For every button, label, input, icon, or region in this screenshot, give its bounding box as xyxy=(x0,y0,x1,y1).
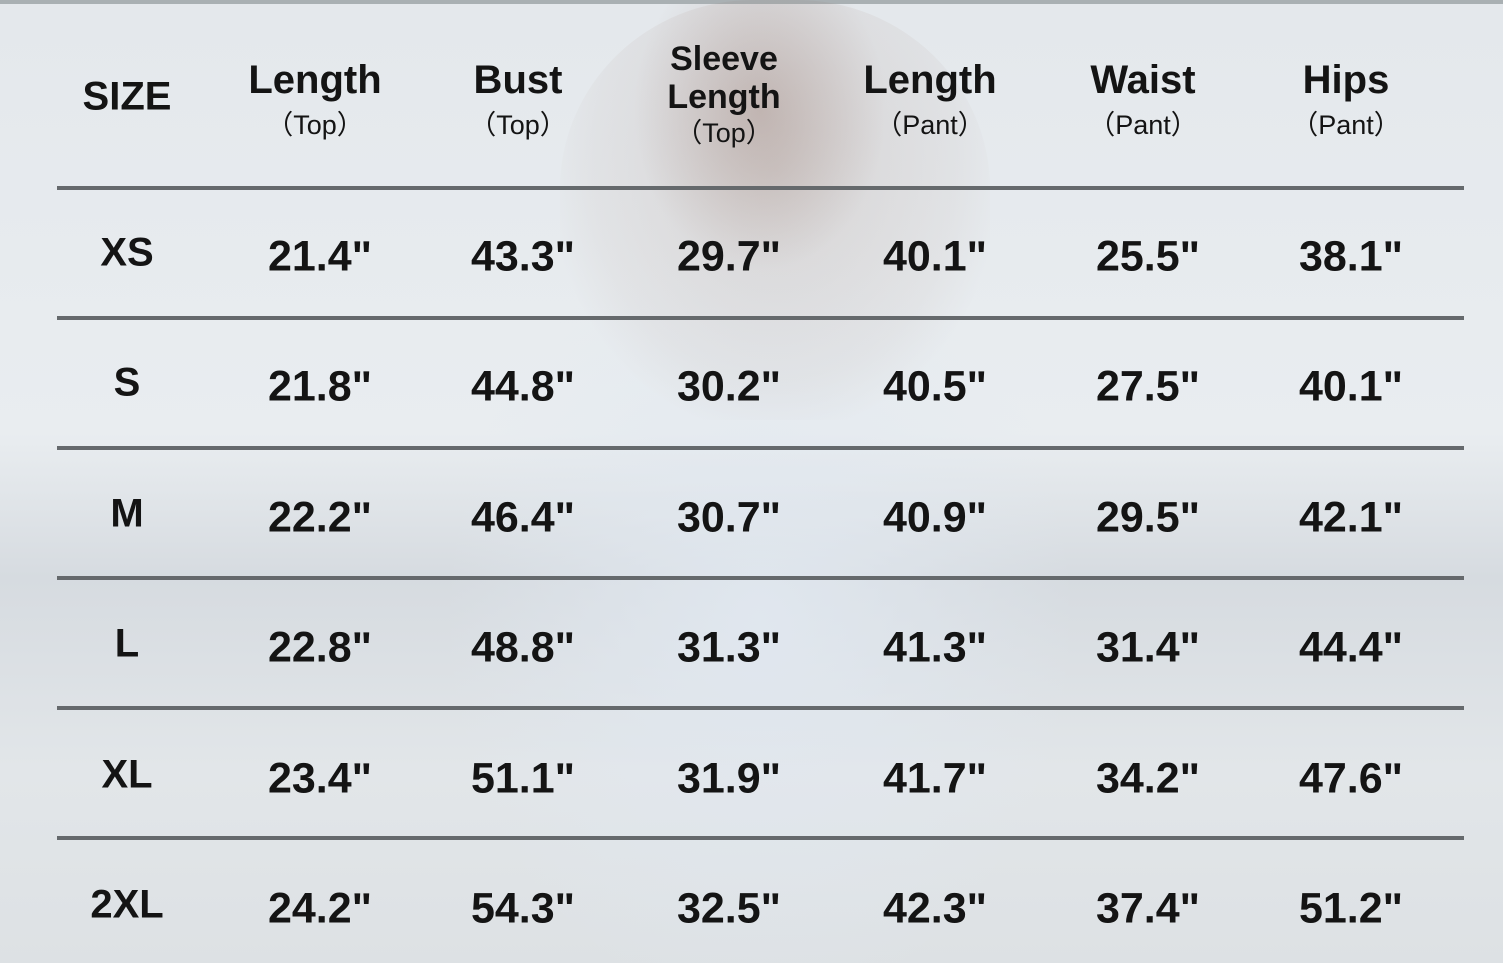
measurement-value: 43.3" xyxy=(470,232,576,281)
measurement-value: 31.3" xyxy=(676,623,782,672)
measurement-value: 24.2" xyxy=(267,884,373,933)
column-header-subtitle: （Top） xyxy=(675,118,773,148)
size-label: L xyxy=(114,621,140,666)
column-header-title: Bust xyxy=(473,58,563,102)
column-header-subtitle: （Pant） xyxy=(1291,110,1401,140)
measurement-value: 40.1" xyxy=(1298,362,1404,411)
size-label: XS xyxy=(100,230,154,275)
measurement-value: 25.5" xyxy=(1095,232,1201,281)
measurement-value: 27.5" xyxy=(1095,362,1201,411)
row-divider xyxy=(57,706,1464,710)
measurement-value: 41.7" xyxy=(882,754,988,803)
row-divider xyxy=(57,316,1464,320)
header-size: SIZE xyxy=(82,74,172,119)
measurement-value: 30.2" xyxy=(676,362,782,411)
column-header: Length （Top） xyxy=(248,60,381,140)
size-label: M xyxy=(110,491,144,536)
column-header-subtitle: （Pant） xyxy=(1088,110,1198,140)
measurement-value: 46.4" xyxy=(470,493,576,542)
measurement-value: 34.2" xyxy=(1095,754,1201,803)
column-header-subtitle: （Top） xyxy=(469,110,567,140)
row-divider xyxy=(57,836,1464,840)
measurement-value: 42.1" xyxy=(1298,493,1404,542)
measurement-value: 38.1" xyxy=(1298,232,1404,281)
size-label: XL xyxy=(101,752,153,797)
measurement-value: 44.4" xyxy=(1298,623,1404,672)
row-divider xyxy=(57,446,1464,450)
measurement-value: 31.9" xyxy=(676,754,782,803)
column-header: Bust （Top） xyxy=(469,60,567,140)
size-label: S xyxy=(113,360,141,405)
measurement-value: 21.8" xyxy=(267,362,373,411)
column-header: Length （Pant） xyxy=(863,60,996,140)
column-header: Sleeve Length （Top） xyxy=(659,40,789,148)
measurement-value: 51.1" xyxy=(470,754,576,803)
measurement-value: 47.6" xyxy=(1298,754,1404,803)
column-header-subtitle: （Top） xyxy=(266,110,364,140)
column-header-title: Length xyxy=(248,58,382,102)
column-header-title: Length xyxy=(863,58,997,102)
measurement-value: 29.5" xyxy=(1095,493,1201,542)
measurement-value: 44.8" xyxy=(470,362,576,411)
column-header: Hips （Pant） xyxy=(1291,60,1401,140)
measurement-value: 48.8" xyxy=(470,623,576,672)
size-label: 2XL xyxy=(90,882,164,927)
measurement-value: 22.8" xyxy=(267,623,373,672)
measurement-value: 32.5" xyxy=(676,884,782,933)
measurement-value: 41.3" xyxy=(882,623,988,672)
measurement-value: 31.4" xyxy=(1095,623,1201,672)
measurement-value: 30.7" xyxy=(676,493,782,542)
column-header-title: Sleeve Length xyxy=(667,40,781,116)
measurement-value: 37.4" xyxy=(1095,884,1201,933)
column-header: Waist （Pant） xyxy=(1088,60,1198,140)
row-divider xyxy=(57,576,1464,580)
measurement-value: 54.3" xyxy=(470,884,576,933)
measurement-value: 22.2" xyxy=(267,493,373,542)
measurement-value: 40.9" xyxy=(882,493,988,542)
measurement-value: 51.2" xyxy=(1298,884,1404,933)
column-header-title: Waist xyxy=(1090,58,1196,102)
measurement-value: 29.7" xyxy=(676,232,782,281)
measurement-value: 42.3" xyxy=(882,884,988,933)
background-photo xyxy=(560,0,990,420)
measurement-value: 40.1" xyxy=(882,232,988,281)
top-band xyxy=(0,0,1503,4)
column-header-title: Hips xyxy=(1302,58,1390,102)
measurement-value: 23.4" xyxy=(267,754,373,803)
column-header-subtitle: （Pant） xyxy=(875,110,985,140)
measurement-value: 40.5" xyxy=(882,362,988,411)
row-divider xyxy=(57,186,1464,190)
measurement-value: 21.4" xyxy=(267,232,373,281)
